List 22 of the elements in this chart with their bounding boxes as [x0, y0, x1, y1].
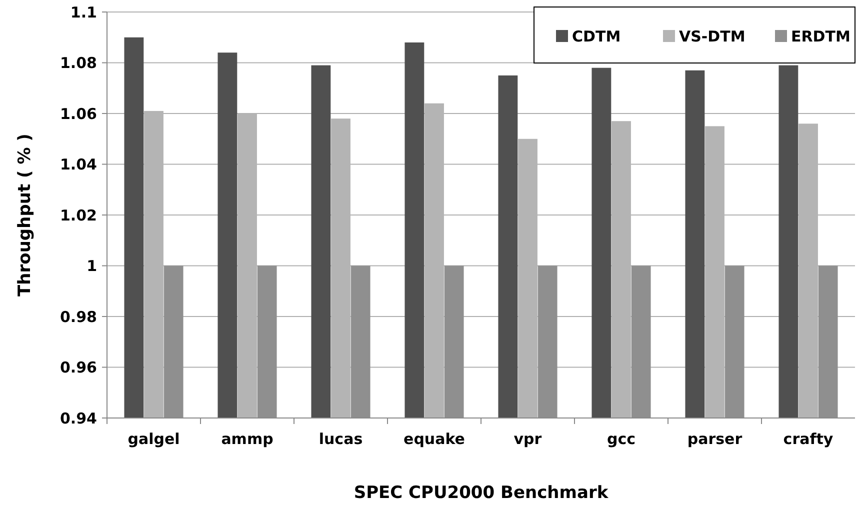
- x-tick-label: vpr: [514, 430, 542, 448]
- y-axis-title: Throughput ( % ): [15, 134, 35, 296]
- x-tick-label: crafty: [783, 430, 834, 448]
- x-tick-label: equake: [404, 430, 465, 448]
- x-tick-label: galgel: [128, 430, 180, 448]
- y-tick-label: 1.08: [60, 54, 97, 72]
- legend-label: ERDTM: [791, 27, 850, 46]
- y-tick-label: 1.1: [70, 3, 97, 22]
- y-tick-label: 1: [86, 257, 97, 275]
- y-tick-label: 0.98: [60, 308, 97, 326]
- x-tick-label: gcc: [606, 430, 636, 448]
- y-tick-label: 1.02: [60, 206, 97, 224]
- x-axis-title: SPEC CPU2000 Benchmark: [354, 483, 609, 503]
- legend-label: VS-DTM: [679, 27, 746, 46]
- x-tick-label: parser: [687, 430, 743, 448]
- x-tick-label: ammp: [221, 430, 274, 448]
- legend-label: CDTM: [572, 27, 621, 46]
- y-tick-label: 1.06: [60, 104, 97, 123]
- y-tick-label: 0.96: [60, 358, 97, 376]
- y-tick-label: 1.04: [60, 156, 97, 174]
- x-tick-label: lucas: [318, 430, 363, 448]
- y-tick-label: 0.94: [60, 409, 97, 428]
